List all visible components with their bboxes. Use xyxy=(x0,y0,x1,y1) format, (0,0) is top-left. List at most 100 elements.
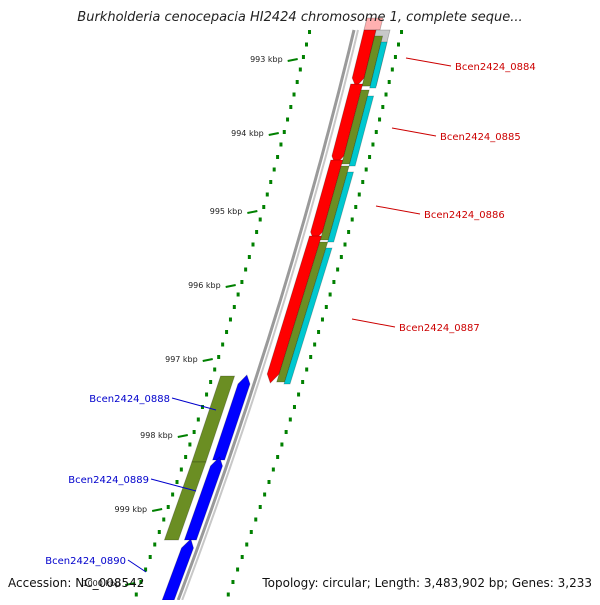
leader-line xyxy=(150,478,197,492)
gc-dot xyxy=(276,155,280,159)
gc-dot xyxy=(350,217,354,222)
gc-dot xyxy=(378,117,382,122)
gc-dot xyxy=(301,55,305,59)
backbone-track xyxy=(176,29,359,601)
ruler: 993 kbp 994 kbp 995 kbp 996 kbp 997 kbp 998 k… xyxy=(83,55,298,588)
gc-dot xyxy=(262,205,266,209)
gc-dot xyxy=(251,242,255,247)
gc-dot xyxy=(226,592,230,597)
gc-dot xyxy=(308,30,312,34)
gc-dot xyxy=(387,80,391,84)
highlight-feature xyxy=(348,95,375,167)
gc-dot xyxy=(255,230,259,234)
gc-dot xyxy=(381,105,385,109)
gc-dot xyxy=(272,167,276,172)
gc-dot xyxy=(357,192,361,197)
gene-label: Bcen2424_0886 xyxy=(424,210,505,221)
ruler-tick xyxy=(247,210,258,214)
gc-dot xyxy=(288,417,292,422)
gc-dot xyxy=(390,67,394,72)
gc-dot xyxy=(309,355,313,359)
ruler-label: 995 kbp xyxy=(210,207,243,216)
gc-dot xyxy=(292,92,296,97)
gene-label: Bcen2424_0887 xyxy=(399,323,480,334)
gc-dot xyxy=(196,417,200,422)
ruler-label: 999 kbp xyxy=(115,505,148,514)
gc-dot xyxy=(240,280,244,284)
gc-dot xyxy=(347,230,351,234)
gc-dot xyxy=(213,367,217,372)
gc-dot xyxy=(265,192,269,197)
gc-dot xyxy=(162,517,166,522)
gc-dot xyxy=(184,455,188,459)
highlight-feature xyxy=(369,41,388,89)
leader-line xyxy=(351,318,396,328)
gc-dot xyxy=(153,542,157,547)
gc-dot xyxy=(298,67,302,72)
backbone-line xyxy=(181,29,359,601)
gc-dot xyxy=(263,492,267,497)
gene-label: Bcen2424_0884 xyxy=(455,62,536,73)
gc-dot xyxy=(354,205,358,209)
gene-label: Bcen2424_0888 xyxy=(89,394,170,405)
gc-dot xyxy=(292,405,296,409)
gc-dot xyxy=(368,155,372,159)
gc-dot xyxy=(267,480,271,484)
gc-dot xyxy=(179,467,183,472)
gc-dot xyxy=(328,292,332,297)
ruler-tick xyxy=(225,284,236,288)
gc-dot xyxy=(249,530,253,534)
gc-dot xyxy=(297,392,301,397)
gc-dot xyxy=(313,342,317,347)
ruler-label: 996 kbp xyxy=(188,281,221,290)
gc-dot xyxy=(188,442,192,447)
gc-dot xyxy=(317,330,321,334)
gc-dot xyxy=(175,480,179,484)
ruler-tick xyxy=(202,358,213,362)
gc-dot xyxy=(244,267,248,272)
map-title: Burkholderia cenocepacia HI2424 chromoso… xyxy=(77,10,523,25)
gc-dot xyxy=(166,505,170,509)
ruler-tick xyxy=(268,132,279,136)
gc-dot xyxy=(236,567,240,572)
gc-dot xyxy=(304,42,308,47)
ruler-label: 994 kbp xyxy=(231,129,264,138)
backbone-line xyxy=(176,29,356,601)
gc-dot xyxy=(343,242,347,247)
ruler-label: 993 kbp xyxy=(250,55,283,64)
gc-dot xyxy=(192,430,196,434)
topology-summary: Topology: circular; Length: 3,483,902 bp… xyxy=(262,576,592,590)
ruler-label: 997 kbp xyxy=(165,355,198,364)
gc-dot xyxy=(258,217,262,222)
gene-label: Bcen2424_0890 xyxy=(45,556,126,567)
gc-dot xyxy=(231,580,235,584)
gc-dot xyxy=(148,555,152,559)
highlight-feature xyxy=(327,171,355,243)
gc-dot xyxy=(282,130,286,134)
gc-dot xyxy=(209,380,213,384)
gc-dot xyxy=(232,305,236,309)
leader-line xyxy=(127,559,147,573)
cds-arrow-forward xyxy=(351,29,377,88)
gene-labels: Bcen2424_0884 Bcen2424_0885 Bcen2424_0886 B… xyxy=(45,57,536,573)
gc-dot xyxy=(400,30,404,34)
gc-dot xyxy=(247,255,251,259)
gc-dot xyxy=(336,267,340,272)
gc-dot xyxy=(384,92,388,97)
gc-dot xyxy=(289,105,293,109)
gc-dot xyxy=(269,180,273,184)
gc-dot xyxy=(134,592,138,597)
gc-dot xyxy=(279,142,283,147)
ruler-label: 1000 kbp xyxy=(83,579,121,588)
ruler-tick xyxy=(287,58,298,62)
gc-dot xyxy=(284,430,288,434)
gc-dot xyxy=(396,42,400,47)
gc-dot xyxy=(240,555,244,559)
gene-feature-reverse xyxy=(163,461,207,541)
gc-dot xyxy=(225,330,229,334)
gc-dot xyxy=(339,255,343,259)
gc-dot xyxy=(205,392,209,397)
ruler-tick xyxy=(125,582,136,586)
